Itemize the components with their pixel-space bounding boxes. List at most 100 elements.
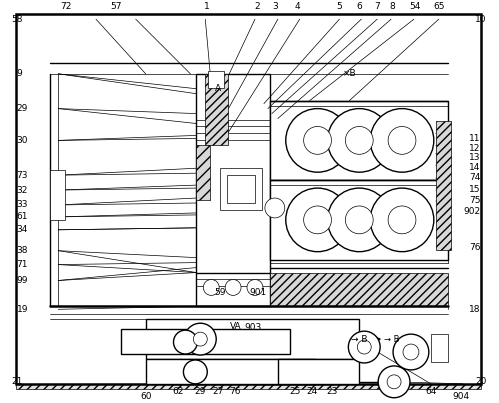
Circle shape — [203, 280, 219, 295]
Text: 29: 29 — [16, 104, 28, 113]
Bar — [50, 74, 222, 306]
Text: A: A — [215, 84, 221, 93]
Bar — [208, 71, 224, 88]
Text: 34: 34 — [16, 225, 28, 234]
Text: 59: 59 — [215, 288, 226, 297]
Text: 72: 72 — [60, 2, 72, 11]
Text: ×B: ×B — [342, 69, 356, 78]
Circle shape — [225, 280, 241, 295]
Bar — [146, 359, 314, 384]
Circle shape — [327, 108, 391, 172]
Text: 9: 9 — [16, 69, 22, 78]
Text: 10: 10 — [475, 15, 487, 24]
Text: 38: 38 — [16, 246, 28, 255]
Bar — [270, 272, 448, 306]
Circle shape — [304, 206, 331, 234]
Circle shape — [357, 340, 371, 354]
Circle shape — [286, 188, 349, 252]
Bar — [15, 63, 50, 369]
Text: 61: 61 — [16, 212, 28, 221]
Text: 23: 23 — [327, 387, 338, 396]
Text: 73: 73 — [16, 171, 28, 180]
Text: 60: 60 — [140, 392, 151, 401]
Circle shape — [370, 188, 434, 252]
Text: 99: 99 — [16, 276, 28, 285]
Text: 29: 29 — [195, 387, 206, 396]
Text: 3: 3 — [272, 2, 278, 11]
Bar — [121, 329, 290, 354]
Text: 57: 57 — [110, 2, 122, 11]
Bar — [220, 168, 262, 210]
Text: 27: 27 — [213, 387, 224, 396]
Circle shape — [184, 360, 207, 384]
Bar — [15, 367, 481, 389]
Circle shape — [403, 344, 419, 360]
Text: 65: 65 — [433, 2, 445, 11]
Bar — [196, 145, 210, 200]
Text: 12: 12 — [469, 144, 481, 153]
Bar — [270, 101, 448, 180]
Text: 20: 20 — [475, 377, 487, 386]
Text: 18: 18 — [469, 305, 481, 314]
Text: 25: 25 — [289, 387, 300, 396]
Circle shape — [370, 108, 434, 172]
Text: 901: 901 — [250, 288, 266, 297]
Circle shape — [304, 127, 331, 154]
Circle shape — [345, 206, 373, 234]
Circle shape — [247, 280, 263, 295]
Text: → B: → B — [351, 334, 368, 344]
Circle shape — [378, 366, 410, 398]
Text: 5: 5 — [336, 2, 342, 11]
Text: → B: → B — [384, 334, 400, 344]
Text: 903: 903 — [245, 323, 261, 332]
Circle shape — [388, 127, 416, 154]
Text: 32: 32 — [16, 185, 28, 195]
Circle shape — [185, 323, 216, 355]
Text: 58: 58 — [11, 15, 23, 24]
Circle shape — [387, 375, 401, 389]
Circle shape — [194, 332, 207, 346]
Circle shape — [327, 188, 391, 252]
Text: 64: 64 — [425, 387, 437, 396]
Bar — [448, 63, 481, 369]
Text: 75: 75 — [469, 195, 481, 204]
Text: 904: 904 — [452, 392, 469, 401]
Text: 902: 902 — [464, 208, 481, 216]
Bar — [196, 74, 270, 306]
Text: 15: 15 — [469, 185, 481, 193]
Text: 62: 62 — [173, 387, 184, 396]
Text: 30: 30 — [16, 136, 28, 145]
Bar — [227, 175, 255, 203]
Circle shape — [174, 330, 197, 354]
Bar — [50, 170, 65, 220]
Text: 21: 21 — [11, 377, 23, 386]
Text: 76: 76 — [230, 387, 241, 396]
Text: 76: 76 — [469, 243, 481, 252]
Text: 6: 6 — [356, 2, 362, 11]
Circle shape — [265, 198, 285, 218]
Circle shape — [388, 206, 416, 234]
Bar — [278, 359, 359, 384]
Text: 4: 4 — [295, 2, 300, 11]
Bar — [270, 101, 448, 272]
Text: 8: 8 — [389, 2, 395, 11]
Bar — [146, 319, 359, 359]
Circle shape — [348, 331, 380, 363]
Text: 13: 13 — [469, 153, 481, 162]
Bar — [15, 19, 481, 63]
Circle shape — [345, 127, 373, 154]
Text: VA: VA — [230, 322, 242, 331]
Text: 54: 54 — [409, 2, 421, 11]
Bar — [270, 180, 448, 260]
Text: 2: 2 — [254, 2, 260, 11]
Bar — [205, 74, 228, 145]
Text: 11: 11 — [469, 134, 481, 143]
Text: 7: 7 — [374, 2, 380, 11]
Text: 1: 1 — [205, 2, 210, 11]
Text: 71: 71 — [16, 260, 28, 269]
Text: 19: 19 — [16, 305, 28, 314]
Text: 74: 74 — [469, 172, 481, 182]
Bar — [431, 334, 448, 362]
Text: 33: 33 — [16, 200, 28, 210]
Text: 24: 24 — [306, 387, 317, 396]
